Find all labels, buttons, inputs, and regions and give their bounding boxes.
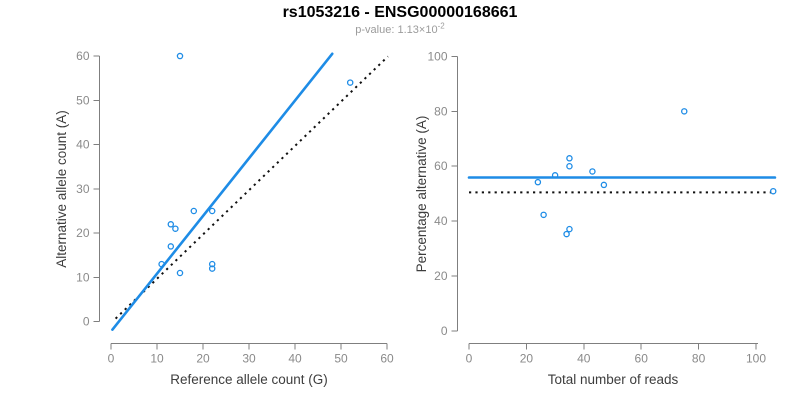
data-point [600,181,608,189]
data-point [769,187,777,195]
data-point [208,265,216,272]
data-point [158,260,165,268]
x-tick-label: 60 [635,352,649,366]
fit-line [111,52,334,331]
right-y-axis-title: Percentage alternative (A) [414,116,429,273]
data-point [589,168,596,175]
data-point [551,172,559,179]
pvalue-mantissa: 1.13 [397,24,419,36]
x-tick-label: 60 [380,352,394,366]
data-point [346,79,354,86]
x-tick-label: 80 [692,352,706,366]
data-point [190,207,198,215]
y-tick-label: 50 [76,93,90,107]
x-tick-label: 0 [466,352,473,366]
right-x-axis-title: Total number of reads [548,372,679,387]
y-tick-label: 20 [76,226,90,240]
left-plot-allele-counts: 0 10 20 30 40 50 60 0 10 20 30 40 50 60 [76,49,394,365]
data-point [540,211,547,219]
data-point [167,243,175,250]
x-tick-label: 20 [520,352,534,366]
data-point [208,207,216,215]
y-tick-label: 0 [83,315,90,329]
pvalue-label: p-value: [355,24,398,36]
data-point [681,108,688,115]
y-tick-label: 60 [76,49,90,63]
y-tick-label: 100 [427,49,447,63]
data-point [176,269,184,277]
x-tick-label: 30 [242,352,256,366]
pvalue-multiplier: ×10 [418,24,438,36]
x-tick-label: 40 [288,352,302,366]
x-tick-label: 10 [150,352,164,366]
pvalue-exponent: -2 [437,21,445,31]
y-tick-label: 40 [434,214,448,228]
reference-dotted-line [114,55,389,320]
x-tick-label: 0 [108,352,115,366]
x-tick-label: 50 [334,352,348,366]
data-point [176,52,184,60]
data-point [208,260,216,268]
y-tick-label: 30 [76,182,90,196]
data-point [172,225,179,232]
data-point [566,162,573,170]
y-tick-label: 20 [434,269,448,283]
data-point [167,221,175,228]
x-tick-label: 20 [196,352,210,366]
right-plot-percentage: 0 20 40 60 80 100 0 20 40 60 80 100 [427,49,777,366]
y-tick-label: 10 [76,270,90,284]
data-point [534,178,542,186]
y-tick-label: 40 [76,138,90,152]
x-tick-label: 40 [577,352,591,366]
data-point [566,155,573,162]
y-tick-label: 80 [434,104,448,118]
left-x-axis-title: Reference allele count (G) [170,372,328,387]
data-point [566,225,573,233]
pvalue-subtitle: p-value: 1.13×10-2 [0,21,800,36]
data-point [563,230,570,238]
left-y-axis-title: Alternative allele count (A) [54,110,69,268]
y-tick-label: 0 [441,324,448,338]
figure-title: rs1053216 - ENSG00000168661 [282,4,518,21]
y-tick-label: 60 [434,159,448,173]
x-tick-label: 100 [746,352,766,366]
